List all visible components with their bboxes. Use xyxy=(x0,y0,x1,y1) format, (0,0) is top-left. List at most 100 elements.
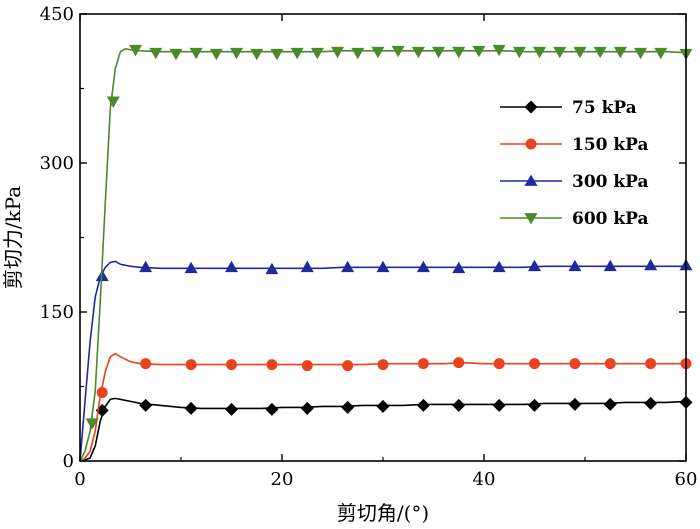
data-point xyxy=(377,359,389,371)
data-point xyxy=(492,260,506,273)
x-tick-label: 60 xyxy=(675,469,698,490)
legend-label: 600 kPa xyxy=(572,209,649,229)
data-point xyxy=(106,96,120,108)
data-point xyxy=(301,360,313,372)
data-point xyxy=(341,400,355,414)
y-tick-label: 0 xyxy=(63,451,74,472)
legend-marker xyxy=(524,213,538,225)
data-point xyxy=(184,401,198,415)
x-tick-label: 40 xyxy=(473,469,496,490)
data-point xyxy=(644,258,658,271)
data-point xyxy=(411,46,425,59)
series-line xyxy=(79,397,687,462)
data-point xyxy=(351,47,365,60)
data-point xyxy=(290,47,304,60)
data-point xyxy=(533,46,547,59)
data-point xyxy=(452,46,466,59)
data-point xyxy=(266,359,278,371)
series-3 xyxy=(79,44,693,462)
data-point xyxy=(96,386,108,398)
data-point xyxy=(189,47,203,60)
ticks-layer: 0 20 40 60 0 150 300 450 xyxy=(40,4,698,490)
data-point xyxy=(310,47,324,60)
data-point xyxy=(376,260,390,273)
legend-entry: 600 kPa xyxy=(500,209,649,229)
data-point xyxy=(493,358,505,370)
y-tick-label: 150 xyxy=(40,302,74,323)
data-point xyxy=(593,46,607,59)
data-point xyxy=(184,261,198,274)
data-point xyxy=(230,47,244,60)
data-point xyxy=(529,358,540,370)
data-point xyxy=(185,359,197,371)
data-point xyxy=(209,48,223,61)
y-axis-title: 剪切力/kPa xyxy=(1,186,25,289)
data-point xyxy=(250,48,264,61)
legend-entry: 150 kPa xyxy=(500,135,649,155)
data-point xyxy=(300,401,314,415)
series-layer xyxy=(79,44,693,462)
data-point xyxy=(654,47,668,60)
data-point xyxy=(331,46,345,59)
data-point xyxy=(553,46,567,59)
data-point xyxy=(149,47,163,60)
series-0 xyxy=(79,395,693,462)
data-point xyxy=(472,45,486,58)
legend-entry: 300 kPa xyxy=(500,172,649,192)
data-point xyxy=(140,358,152,370)
data-point xyxy=(225,402,238,416)
data-point xyxy=(603,259,617,272)
data-point xyxy=(139,398,153,412)
x-tick-label: 20 xyxy=(271,469,294,490)
legend-marker xyxy=(525,138,537,150)
data-point xyxy=(492,44,506,57)
y-tick-label: 300 xyxy=(40,153,74,174)
x-tick-label: 0 xyxy=(74,469,85,490)
legend-marker xyxy=(524,100,538,114)
data-point xyxy=(453,357,465,369)
data-point xyxy=(568,397,582,411)
legend-label: 300 kPa xyxy=(572,172,649,192)
data-point xyxy=(644,396,658,410)
legend: 75 kPa 150 kPa 300 kPa 600 kPa xyxy=(500,98,649,229)
data-point xyxy=(452,398,466,412)
x-axis-title: 剪切角/(°) xyxy=(337,501,429,525)
legend-label: 75 kPa xyxy=(572,98,637,118)
data-point xyxy=(169,48,183,61)
data-point xyxy=(416,260,430,273)
series-1 xyxy=(79,352,692,462)
legend-entry: 75 kPa xyxy=(500,98,637,118)
data-point xyxy=(129,44,143,57)
data-point xyxy=(300,260,314,273)
data-point xyxy=(613,46,627,59)
data-point xyxy=(265,262,279,275)
data-point xyxy=(603,397,617,411)
data-point xyxy=(391,45,405,58)
data-point xyxy=(270,48,284,61)
data-point xyxy=(376,399,390,413)
data-point xyxy=(604,358,616,370)
data-point xyxy=(371,46,385,59)
data-point xyxy=(226,359,237,371)
legend-marker xyxy=(524,174,538,186)
data-point xyxy=(265,402,279,416)
data-point xyxy=(432,46,446,59)
data-point xyxy=(573,46,587,59)
series-line xyxy=(79,260,686,462)
data-point xyxy=(85,418,99,430)
data-point xyxy=(341,260,355,273)
data-point xyxy=(452,261,466,274)
series-2 xyxy=(79,258,693,462)
data-point xyxy=(342,360,354,372)
data-point xyxy=(568,259,582,272)
legend-label: 150 kPa xyxy=(572,135,649,155)
data-point xyxy=(416,398,430,412)
y-tick-label: 450 xyxy=(40,4,74,25)
data-point xyxy=(139,260,153,273)
data-point xyxy=(634,47,648,60)
data-point xyxy=(492,398,506,412)
data-point xyxy=(569,358,581,370)
data-point xyxy=(528,259,541,272)
data-point xyxy=(417,358,429,370)
